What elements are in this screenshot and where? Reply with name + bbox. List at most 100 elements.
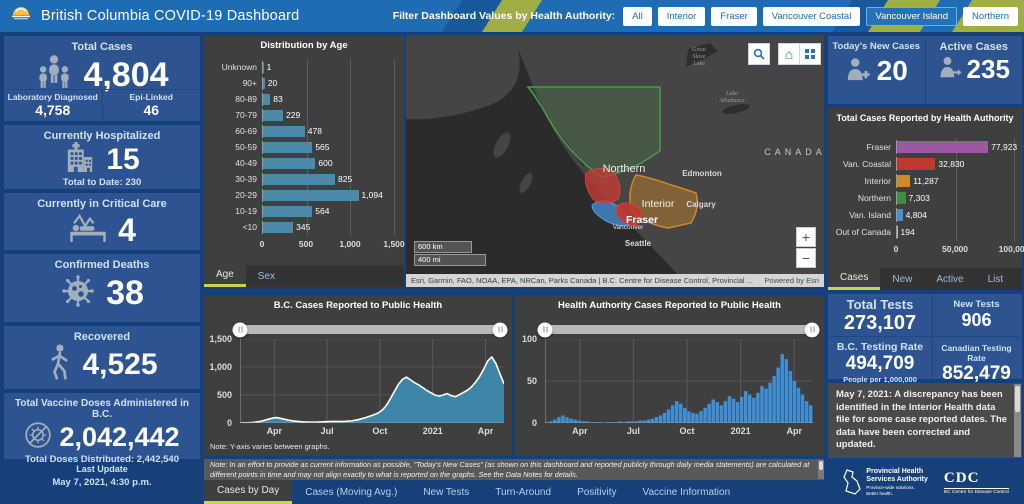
people-group-icon	[35, 54, 73, 97]
bar	[897, 225, 898, 238]
bar-row: <10 345	[210, 218, 395, 236]
critical-care-card: Currently in Critical Care 4	[4, 193, 200, 250]
header: British Columbia COVID-19 Dashboard Filt…	[0, 0, 1024, 32]
slider-handle-start[interactable]	[232, 322, 248, 337]
filter-button-vancouver-island[interactable]: Vancouver Island	[866, 6, 958, 26]
tab-new[interactable]: New	[892, 273, 913, 285]
last-update: Last Update May 7, 2021, 4:30 p.m.	[4, 464, 200, 488]
bar-row: Fraser 77,923	[832, 137, 1017, 156]
bar-row: 40-49 600	[210, 154, 395, 172]
notice-scrollbar[interactable]	[1014, 384, 1021, 457]
filter-button-interior[interactable]: Interior	[657, 6, 706, 26]
new-cases-title: Today's New Cases	[832, 41, 921, 52]
total-tests-value: 273,107	[843, 312, 917, 334]
walking-person-icon	[46, 344, 72, 385]
person-plus-icon	[845, 56, 871, 87]
bar-row: Van. Island 4,804	[832, 205, 1015, 224]
tab-cases-by-day[interactable]: Cases by Day	[204, 480, 293, 504]
total-cases-value: 4,804	[83, 56, 169, 94]
city-label-vancouver: Vancouver	[613, 224, 644, 231]
tab-turn-around[interactable]: Turn-Around	[495, 486, 552, 498]
tab-cases-moving-avg[interactable]: Cases (Moving Avg.)	[305, 486, 398, 498]
tab-vaccine-information[interactable]: Vaccine Information	[642, 486, 731, 498]
epi-linked-cell: Epi-Linked 46	[101, 90, 201, 121]
hospitalized-card: Currently Hospitalized 15 Total to Date:…	[4, 125, 200, 189]
hospital-icon	[64, 142, 96, 177]
bar	[263, 141, 313, 153]
slider-handle-start[interactable]	[537, 322, 553, 337]
footer-note-scrollbar[interactable]	[818, 460, 824, 479]
tab-new-tests[interactable]: New Tests	[423, 486, 470, 498]
x-axis-labels: Apr Jul Oct 2021 Apr	[572, 426, 802, 436]
bc-rate-value: 494,709	[845, 353, 915, 374]
bar-row: Interior 11,287	[832, 171, 1015, 190]
epi-linked-value: 46	[143, 102, 160, 118]
person-arrow-icon	[938, 55, 962, 84]
card-title: Currently in Critical Care	[37, 198, 167, 210]
filter-button-vancouver-coastal[interactable]: Vancouver Coastal	[762, 6, 861, 26]
ca-testing-rate-cell: Canadian Testing Rate 852,479 People per…	[932, 336, 1020, 394]
active-cases-value: 235	[966, 54, 1010, 84]
map-basemap-button[interactable]	[799, 43, 821, 65]
bar-row: 60-69 478	[210, 122, 395, 140]
new-tests-value: 906	[961, 310, 992, 330]
country-label: CANADA	[764, 147, 824, 157]
tab-positivity[interactable]: Positivity	[577, 486, 617, 498]
cdc-name: BC Centre for Disease Control	[943, 487, 1009, 495]
time-range-slider[interactable]	[537, 322, 820, 337]
bar	[263, 189, 359, 201]
slider-handle-end[interactable]	[804, 322, 820, 337]
y-axis-labels: 0 500 1,000 1,500	[209, 334, 232, 428]
bar-row: Unknown 1	[210, 58, 395, 76]
scale-bar-km: 600 km	[414, 241, 472, 253]
ha-cases-plot	[545, 339, 813, 423]
panel-title: Health Authority Cases Reported to Publi…	[558, 300, 781, 311]
panel-title: Distribution by Age	[260, 40, 348, 51]
recovered-card: Recovered 4,525	[4, 326, 200, 389]
epi-linked-label: Epi-Linked	[129, 92, 173, 102]
search-icon	[753, 48, 765, 60]
critical-care-value: 4	[118, 212, 136, 248]
tab-cases[interactable]: Cases	[828, 268, 881, 290]
region-northern	[526, 86, 661, 178]
bar	[897, 140, 989, 153]
map-zoom-out-button[interactable]: −	[796, 248, 816, 268]
age-sex-tabs: Age Sex	[204, 265, 404, 287]
svg-text:Lake: Lake	[692, 61, 705, 67]
total-tests-cell: Total Tests 273,107	[828, 294, 932, 336]
new-active-card: Today's New Cases 20 Active Cases 235	[828, 36, 1022, 104]
bar-row: Northern 7,303	[832, 188, 1015, 207]
time-range-slider[interactable]	[232, 322, 508, 337]
map-home-button[interactable]: ⌂	[778, 43, 800, 65]
powered-by-esri[interactable]: Powered by Esri	[764, 276, 819, 285]
map-canvas[interactable]: CANADA Northern Interior Fraser Edmonton…	[406, 35, 824, 275]
map-search-button[interactable]	[748, 43, 770, 65]
recovered-value: 4,525	[82, 347, 158, 381]
tab-active[interactable]: Active	[936, 273, 964, 285]
filter-button-all[interactable]: All	[623, 6, 652, 26]
ha-tabs: Cases New Active List	[828, 268, 1022, 290]
bar	[263, 173, 336, 185]
basemap-grid-icon	[805, 49, 815, 59]
age-distribution-panel: Distribution by Age Unknown 1 90+ 20 80-89 83…	[204, 35, 405, 287]
tab-list[interactable]: List	[987, 273, 1004, 285]
ca-rate-label: Canadian Testing Rate	[941, 343, 1012, 363]
tab-age[interactable]: Age	[204, 265, 246, 287]
filter-button-fraser[interactable]: Fraser	[711, 6, 757, 26]
filter-button-northern[interactable]: Northern	[963, 6, 1018, 26]
new-tests-label: New Tests	[953, 299, 1000, 310]
bar	[263, 61, 264, 73]
attribution-sources: Esri, Garmin, FAO, NOAA, EPA, NRCan, Par…	[411, 276, 753, 285]
bc-gov-logo-icon	[10, 5, 32, 27]
virus-icon	[60, 273, 96, 314]
slider-handle-end[interactable]	[492, 322, 508, 337]
health-authority-chart: Fraser 77,923 Van. Coastal 32,830 Interior 11…	[832, 137, 1024, 256]
yaxis-note: Note: Y-axis varies between graphs.	[210, 442, 330, 451]
hospital-bed-icon	[68, 213, 108, 247]
map-zoom-in-button[interactable]: +	[796, 227, 816, 247]
bar	[263, 93, 271, 105]
tab-sex[interactable]: Sex	[257, 270, 276, 282]
filter-label: Filter Dashboard Values by Health Author…	[392, 10, 616, 22]
bc-outline-icon	[843, 469, 861, 495]
